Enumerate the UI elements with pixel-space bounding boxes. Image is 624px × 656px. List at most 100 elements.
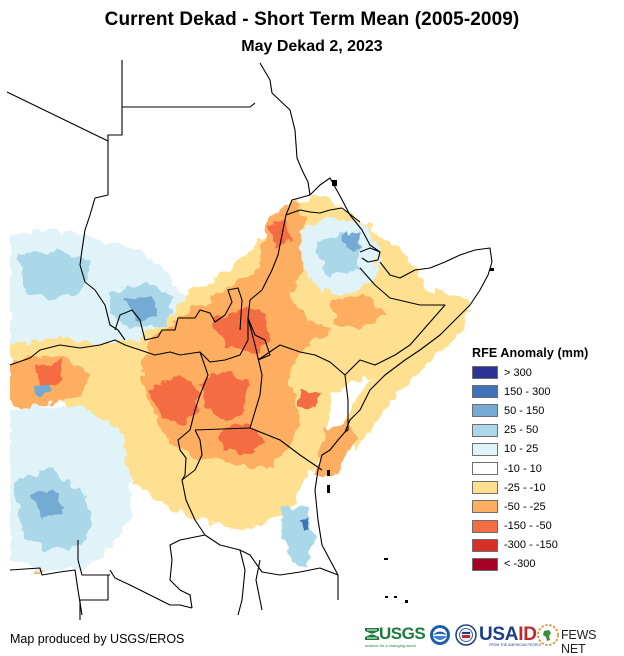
legend-item: 25 - 50	[472, 421, 622, 440]
anomaly-zone-wet-mid-3	[345, 230, 360, 250]
partner-logos: USGS science for a changing world USAID …	[365, 624, 620, 656]
anomaly-zone-dry-strong-1	[215, 305, 270, 355]
anomaly-zone-wet-mid-4	[35, 382, 50, 396]
anomaly-zone-wet-mid-2	[30, 490, 65, 520]
islands	[327, 180, 494, 603]
anomaly-field	[10, 195, 470, 574]
border-drc-angola	[9, 567, 83, 616]
border-egypt-coast	[259, 62, 311, 196]
legend-item: > 300	[472, 363, 622, 382]
anomaly-zone-ethiopia-south-dry	[330, 295, 385, 330]
border-libya-chad	[6, 91, 109, 142]
island-comoros-1	[384, 558, 388, 560]
border-somalia-coast	[317, 261, 493, 471]
legend-swatch	[472, 462, 498, 476]
anomaly-zone-dry-strong-7	[270, 218, 290, 248]
usaid-text-b: ID	[518, 624, 537, 645]
map-title: Current Dekad - Short Term Mean (2005-20…	[104, 9, 520, 30]
legend-item: < -300	[472, 555, 622, 574]
border-djibouti	[359, 247, 381, 263]
border-zambia-west	[79, 575, 109, 620]
border-tanzania-south	[204, 534, 339, 576]
fews-text: FEWS NET	[561, 628, 597, 656]
anomaly-zone-dry-strong-4	[220, 425, 265, 455]
legend-label: -10 - 10	[504, 462, 542, 475]
island-comoros-2	[385, 596, 388, 598]
legend-swatch	[472, 481, 498, 495]
fews-logo	[537, 624, 559, 646]
legend-item: -25 - -10	[472, 478, 622, 497]
border-drc-zambia	[169, 534, 206, 609]
border-angola-coast	[77, 540, 110, 576]
legend-item: 10 - 25	[472, 440, 622, 459]
anomaly-zone-somalia-dry	[345, 300, 470, 450]
border-sudan-eritrea	[247, 194, 311, 319]
anomaly-zone-dry-strong-2	[150, 375, 200, 425]
border-malawi-moz	[255, 559, 263, 611]
border-uganda-tanzania	[194, 427, 251, 431]
border-somaliland-coast	[379, 247, 493, 279]
border-sudan-ssudan	[114, 287, 243, 341]
usaid-tagline: FROM THE AMERICAN PEOPLE	[489, 643, 542, 647]
usaid-logo: USAID	[479, 624, 537, 646]
map-subtitle: May Dekad 2, 2023	[241, 38, 383, 55]
anomaly-zone-wet-tanzania	[280, 505, 315, 570]
legend-item: -50 - -25	[472, 497, 622, 516]
legend-label: -300 - -150	[504, 539, 558, 552]
border-libya-sudan	[107, 60, 123, 195]
legend-label: -25 - -10	[504, 481, 546, 494]
border-kenya-somalia	[344, 374, 349, 433]
island-pemba	[327, 470, 330, 476]
legend-label: 10 - 25	[504, 443, 539, 456]
seal-logo	[455, 624, 477, 646]
legend-item: -10 - 10	[472, 459, 622, 478]
border-uganda-kenya	[247, 317, 263, 429]
border-eritrea-ethiopia	[285, 207, 361, 223]
usaid-text-a: USA	[479, 624, 519, 645]
legend-swatch	[472, 404, 498, 418]
island-socotra	[490, 268, 494, 271]
legend-swatch	[472, 442, 498, 456]
anomaly-zone-wet-west-2	[20, 250, 90, 300]
anomaly-zone-dry-strong-3	[200, 370, 250, 420]
border-tanzania-coast	[314, 469, 339, 600]
legend-swatch	[472, 500, 498, 514]
legend-item: 150 - 300	[472, 382, 622, 401]
map-credit: Map produced by USGS/EROS	[10, 632, 185, 646]
legend-title: RFE Anomaly (mm)	[472, 346, 589, 360]
legend-swatch	[472, 366, 498, 380]
anomaly-zone-dry-strong-6	[298, 390, 320, 410]
legend-label: < -300	[504, 558, 536, 571]
border-rwanda-burundi	[177, 429, 203, 481]
usgs-logo: USGS science for a changing world	[365, 624, 427, 650]
island-dahlak	[332, 180, 337, 186]
legend-item: 50 - 150	[472, 401, 622, 420]
legend-swatch	[472, 423, 498, 437]
island-comoros-4	[405, 600, 408, 603]
usgs-text: USGS	[379, 624, 426, 643]
legend-label: 50 - 150	[504, 404, 545, 417]
border-ethiopia-somalia	[344, 267, 446, 376]
legend-swatch	[472, 557, 498, 571]
anomaly-zone-wet-tanzania-dark	[300, 518, 310, 532]
border-chad-sudan	[79, 194, 109, 291]
legend-swatch	[472, 538, 498, 552]
border-kenya-tanzania	[249, 427, 323, 471]
agency-seal-icon	[455, 624, 477, 646]
noaa-seal-icon	[430, 625, 450, 645]
anomaly-zone-dry-strong-5	[35, 362, 62, 385]
usgs-tagline: science for a changing world	[365, 643, 416, 648]
border-drc-tanzania	[181, 479, 206, 536]
legend-items: > 300 150 - 300 50 - 150 25 - 50 10 - 25 -10 …	[472, 363, 622, 574]
fews-globe-icon	[537, 624, 559, 646]
border-uganda-drc	[189, 351, 209, 431]
border-eritrea-coast	[309, 177, 381, 253]
legend-label: -150 - -50	[504, 520, 552, 533]
legend-label: 150 - 300	[504, 385, 551, 398]
legend-item: -150 - -50	[472, 517, 622, 536]
legend-label: -50 - -25	[504, 500, 546, 513]
legend: RFE Anomaly (mm) > 300 150 - 300 50 - 150 2…	[472, 346, 622, 574]
border-car-sudan	[94, 289, 126, 341]
island-comoros-3	[394, 596, 397, 598]
